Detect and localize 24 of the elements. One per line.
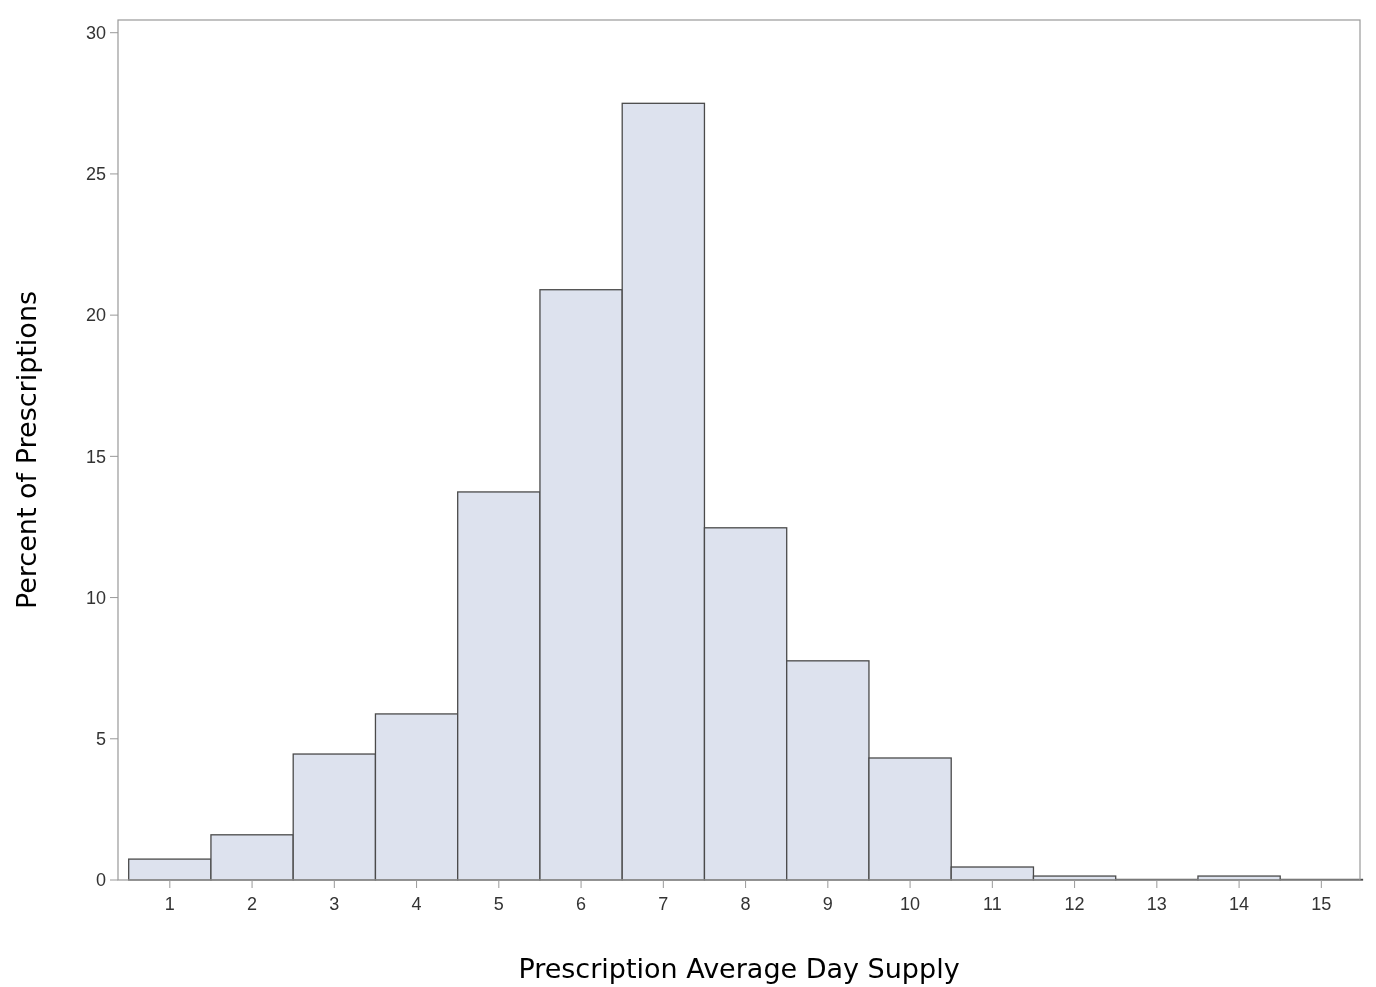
x-axis-title: Prescription Average Day Supply [518, 953, 960, 984]
x-tick-label: 14 [1229, 894, 1250, 914]
x-tick-label: 11 [982, 894, 1002, 914]
x-tick-label: 13 [1146, 894, 1167, 914]
x-tick-label: 6 [576, 894, 587, 914]
y-tick-label: 25 [85, 164, 106, 185]
x-tick-label: 3 [329, 894, 340, 914]
y-tick-label: 30 [85, 23, 106, 44]
x-tick-label: 5 [493, 894, 504, 914]
x-tick-label: 1 [164, 894, 175, 914]
y-tick-label: 10 [85, 587, 106, 608]
x-tick-label: 4 [411, 894, 422, 914]
x-tick-label: 9 [822, 894, 833, 914]
x-tick-label: 15 [1311, 894, 1332, 914]
y-tick-label: 15 [85, 446, 106, 467]
y-tick-label: 0 [95, 870, 106, 891]
x-tick-label: 8 [740, 894, 751, 914]
y-tick-label: 20 [85, 305, 106, 326]
y-axis-title: Percent of Prescriptions [11, 290, 42, 610]
x-tick-label: 2 [247, 894, 258, 914]
x-tick-label: 7 [658, 894, 669, 914]
y-tick-label: 5 [95, 729, 106, 750]
x-tick-label: 10 [900, 894, 921, 914]
x-tick-label: 12 [1064, 894, 1085, 914]
